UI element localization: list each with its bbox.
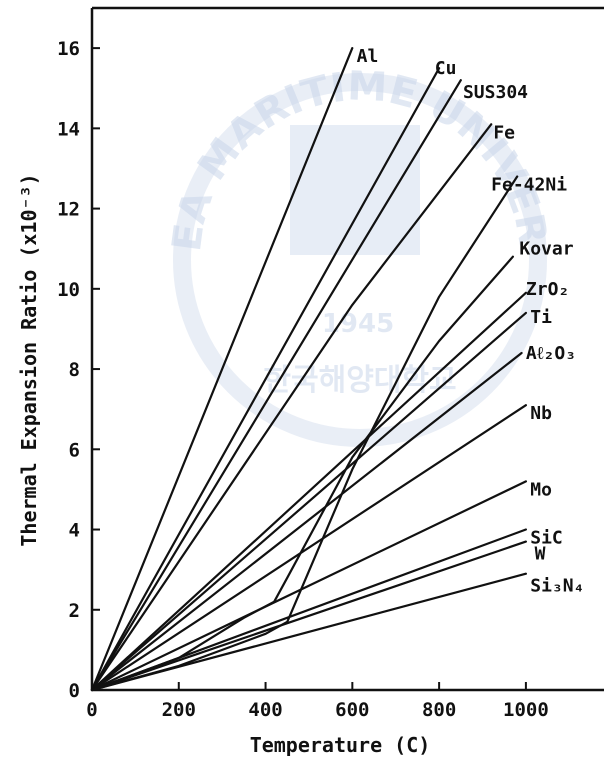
series-line-kovar xyxy=(90,255,515,692)
y-tick-label: 8 xyxy=(69,359,80,381)
series-label-si-n-: Si₃N₄ xyxy=(530,576,584,597)
x-axis-title: Temperature (C) xyxy=(250,733,431,757)
y-tick-label: 12 xyxy=(57,199,80,221)
series-line-fe xyxy=(90,123,493,692)
x-tick-label: 200 xyxy=(162,699,196,721)
x-axis-ticks: 0 200 400 600 800 1000 xyxy=(86,682,549,721)
series-line-si-n- xyxy=(90,572,528,692)
series-label-al: Al xyxy=(357,46,379,67)
y-tick-label: 4 xyxy=(69,520,80,542)
y-axis-ticks: 0 2 4 6 8 10 12 14 16 xyxy=(57,38,100,702)
series-label-sic: SiC xyxy=(530,528,563,549)
y-tick-label: 0 xyxy=(69,680,80,702)
x-tick-label: 600 xyxy=(335,699,369,721)
series-line-al xyxy=(90,46,354,692)
series-lines xyxy=(90,46,528,692)
series-label-a-o-: Aℓ₂O₃ xyxy=(526,343,576,364)
series-label-kovar: Kovar xyxy=(519,239,573,260)
y-tick-label: 16 xyxy=(57,38,80,60)
series-labels: Al Cu SUS304 Fe Fe-42Ni Kovar ZrO₂ Ti Aℓ₂O₃ Nb Mo S… xyxy=(357,46,585,597)
series-line-cu xyxy=(90,67,441,692)
series-line-mo xyxy=(90,480,528,692)
series-line-ti xyxy=(90,311,528,692)
series-label-fe-42ni: Fe-42Ni xyxy=(491,175,567,196)
series-label-w: W xyxy=(535,544,546,565)
watermark-seal: KOREA MARITIME UNIVERSITY 1945 한국해양대학교 xyxy=(0,0,556,447)
y-tick-label: 14 xyxy=(57,118,80,140)
series-line-sus304 xyxy=(90,79,462,692)
watermark-korean-text: 한국해양대학교 xyxy=(263,363,456,398)
series-line-nb xyxy=(90,404,528,692)
series-label-sus304: SUS304 xyxy=(463,82,528,103)
series-label-nb: Nb xyxy=(530,403,552,424)
series-line-zro- xyxy=(90,291,528,692)
y-tick-label: 6 xyxy=(69,439,80,461)
watermark-emblem xyxy=(290,125,420,255)
y-axis-title: Thermal Expansion Ratio (x10⁻³) xyxy=(17,173,41,546)
series-line-a-o- xyxy=(90,351,523,692)
watermark-arc-text: KOREA MARITIME UNIVERSITY xyxy=(0,0,556,254)
series-label-zro-: ZrO₂ xyxy=(526,279,569,300)
series-line-w xyxy=(90,540,528,692)
series-label-cu: Cu xyxy=(435,58,457,79)
x-tick-label: 1000 xyxy=(503,699,549,721)
axes xyxy=(90,6,604,692)
x-tick-label: 800 xyxy=(422,699,456,721)
series-line-sic xyxy=(90,528,528,692)
x-tick-label: 0 xyxy=(86,699,97,721)
y-tick-label: 2 xyxy=(69,600,80,622)
x-tick-label: 400 xyxy=(248,699,282,721)
series-label-ti: Ti xyxy=(530,307,552,328)
series-label-fe: Fe xyxy=(493,122,515,143)
series-label-mo: Mo xyxy=(530,479,552,500)
y-tick-label: 10 xyxy=(57,279,80,301)
